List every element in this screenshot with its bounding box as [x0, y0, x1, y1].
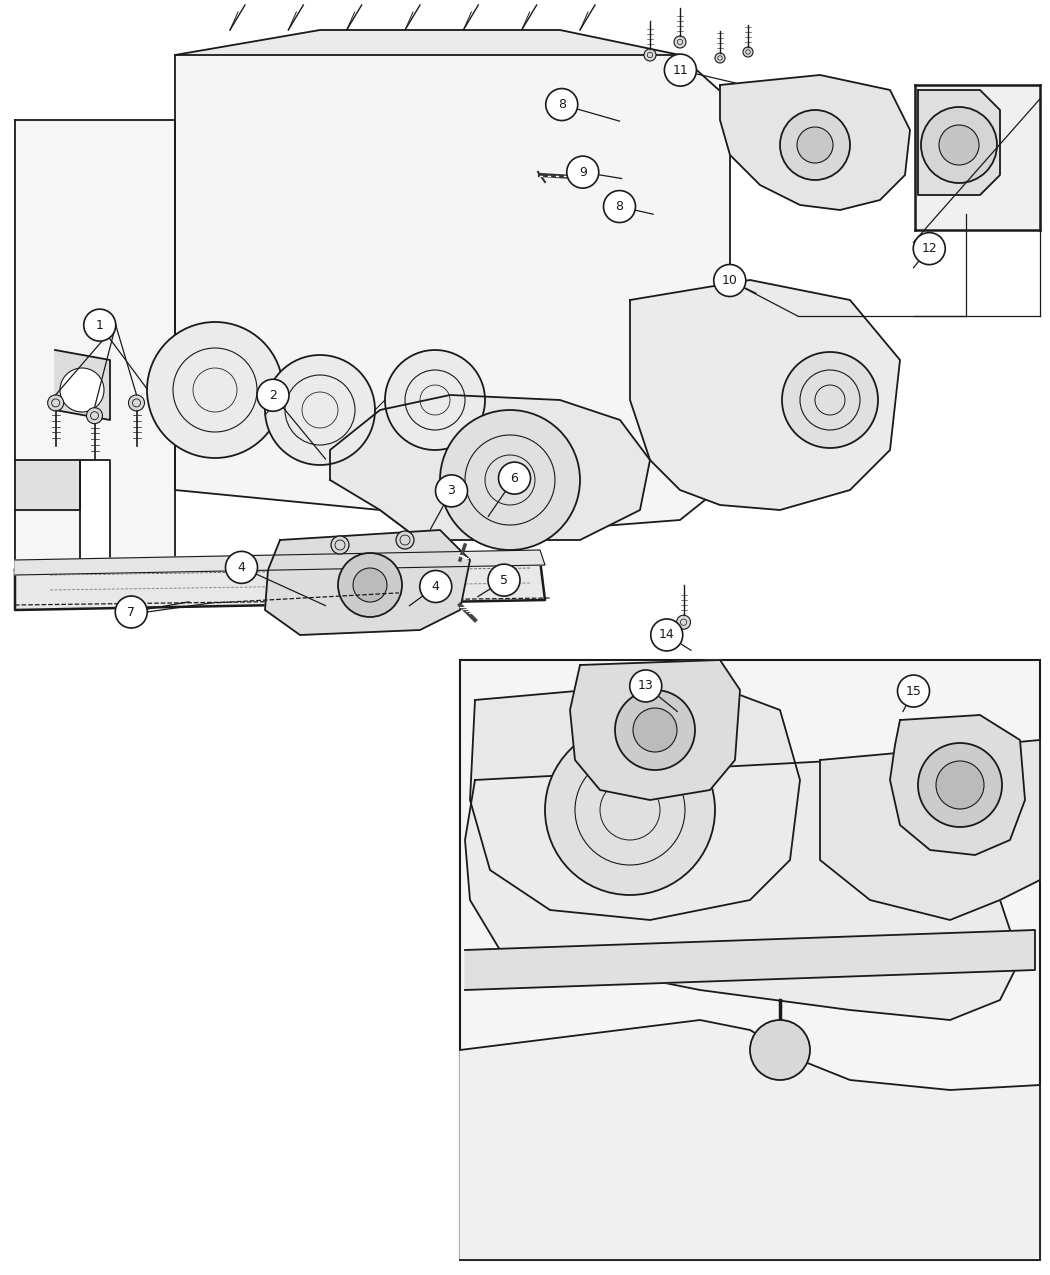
Polygon shape [265, 530, 470, 635]
Circle shape [128, 395, 145, 411]
Circle shape [665, 54, 696, 87]
Polygon shape [175, 55, 730, 541]
Circle shape [921, 107, 998, 184]
Circle shape [715, 54, 724, 62]
Circle shape [914, 232, 945, 265]
Polygon shape [720, 75, 910, 210]
Polygon shape [915, 85, 1040, 230]
Polygon shape [55, 351, 110, 419]
Circle shape [936, 761, 984, 810]
Circle shape [651, 618, 682, 652]
Text: 4: 4 [432, 580, 440, 593]
Text: 11: 11 [672, 64, 689, 76]
Circle shape [436, 474, 467, 507]
Circle shape [633, 708, 677, 752]
Circle shape [644, 48, 656, 61]
Polygon shape [15, 120, 175, 601]
Circle shape [488, 564, 520, 597]
Circle shape [714, 264, 745, 297]
Text: 10: 10 [721, 274, 738, 287]
Polygon shape [15, 460, 80, 510]
Circle shape [47, 395, 64, 411]
Circle shape [116, 595, 147, 629]
Circle shape [939, 125, 979, 164]
Polygon shape [630, 280, 900, 510]
Polygon shape [465, 760, 1020, 1020]
Circle shape [338, 553, 402, 617]
Circle shape [60, 368, 104, 412]
Circle shape [676, 616, 691, 629]
Text: 8: 8 [615, 200, 624, 213]
Circle shape [918, 743, 1002, 827]
Polygon shape [330, 395, 650, 541]
Circle shape [420, 570, 451, 603]
Text: 4: 4 [237, 561, 246, 574]
Text: 2: 2 [269, 389, 277, 402]
Circle shape [630, 669, 662, 703]
Circle shape [353, 567, 387, 602]
Circle shape [147, 323, 284, 458]
Polygon shape [175, 31, 680, 55]
Polygon shape [15, 560, 545, 609]
Text: 3: 3 [447, 484, 456, 497]
Text: 1: 1 [96, 319, 104, 332]
Polygon shape [470, 680, 800, 921]
Polygon shape [820, 740, 1040, 921]
Polygon shape [918, 91, 1000, 195]
Circle shape [396, 530, 414, 550]
Circle shape [604, 190, 635, 223]
Circle shape [265, 354, 375, 465]
Text: 9: 9 [579, 166, 587, 178]
Circle shape [674, 36, 686, 48]
Text: 6: 6 [510, 472, 519, 484]
Circle shape [257, 379, 289, 412]
Polygon shape [460, 1020, 1040, 1260]
Polygon shape [890, 715, 1025, 856]
Text: 15: 15 [905, 685, 922, 697]
Text: 7: 7 [127, 606, 135, 618]
Circle shape [84, 309, 116, 342]
Circle shape [440, 411, 580, 550]
Text: 8: 8 [558, 98, 566, 111]
Text: 14: 14 [659, 629, 674, 641]
Circle shape [797, 128, 833, 163]
Circle shape [615, 690, 695, 770]
Circle shape [545, 725, 715, 895]
Circle shape [782, 352, 878, 448]
Circle shape [750, 1020, 810, 1080]
FancyBboxPatch shape [460, 660, 1040, 1260]
Text: 5: 5 [500, 574, 508, 586]
Circle shape [499, 462, 530, 495]
Circle shape [226, 551, 257, 584]
Polygon shape [15, 550, 545, 575]
Circle shape [385, 351, 485, 450]
Circle shape [743, 47, 753, 57]
Circle shape [567, 156, 598, 189]
Circle shape [331, 536, 349, 555]
Circle shape [898, 674, 929, 708]
Circle shape [780, 110, 850, 180]
Circle shape [86, 408, 103, 423]
Text: 13: 13 [638, 680, 653, 692]
Text: 12: 12 [922, 242, 937, 255]
Polygon shape [570, 660, 740, 799]
Polygon shape [465, 929, 1035, 989]
Circle shape [546, 88, 578, 121]
